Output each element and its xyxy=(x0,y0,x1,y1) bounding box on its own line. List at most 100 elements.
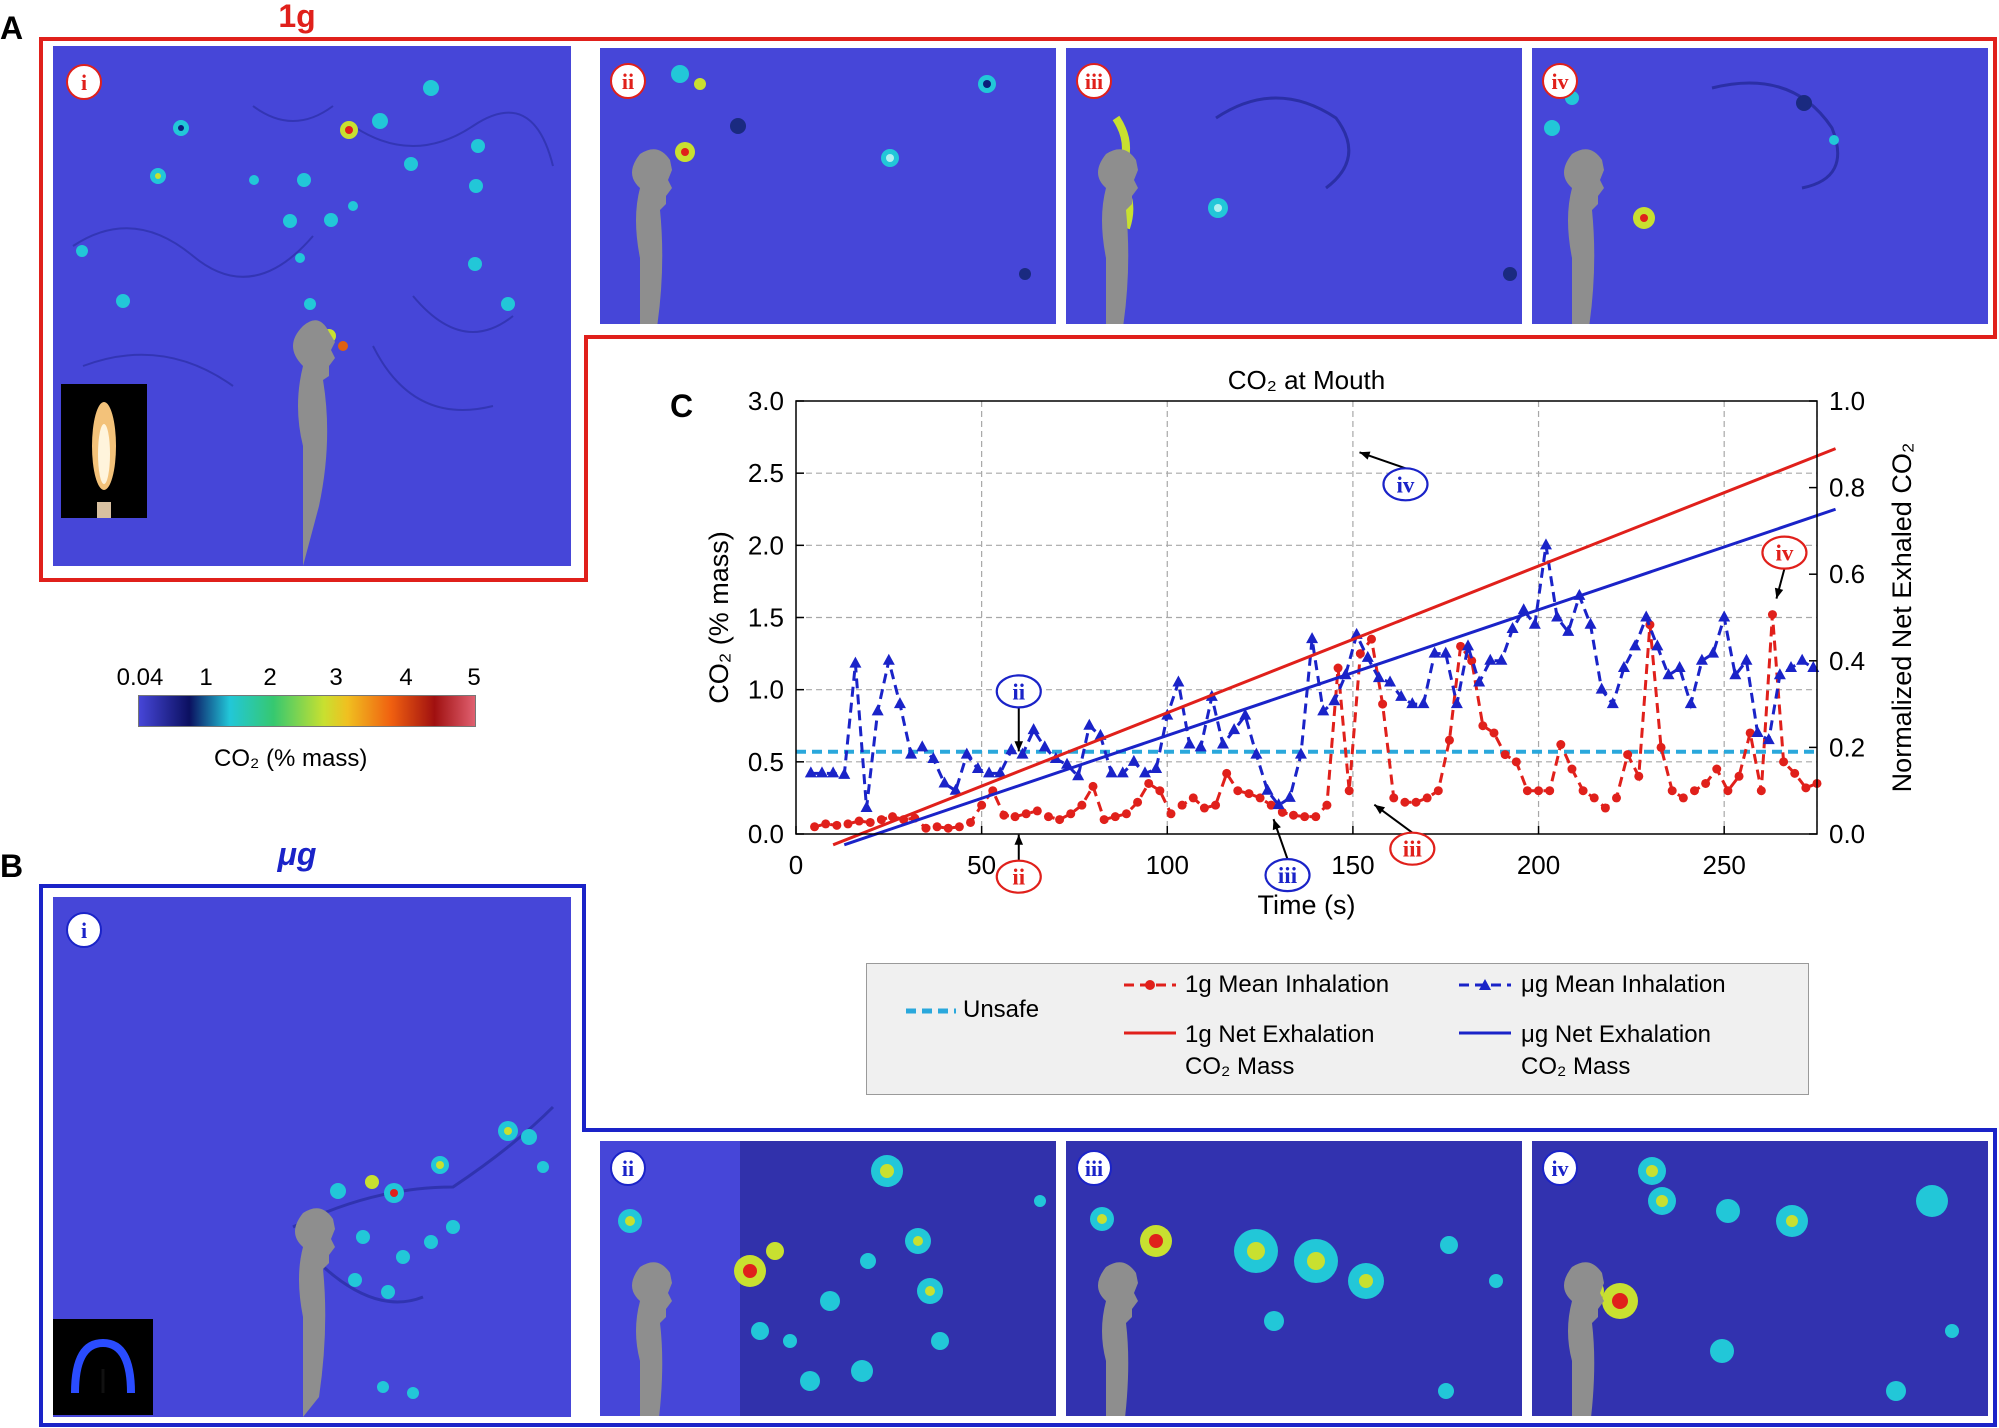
candle-flame-1g xyxy=(61,384,147,518)
y2-tick-label: 0.6 xyxy=(1829,559,1865,589)
panel-letter-a: A xyxy=(0,10,24,46)
legend-1g-inhale-label: 1g Mean Inhalation xyxy=(1185,971,1390,998)
data-point xyxy=(1762,733,1775,745)
data-point xyxy=(1005,743,1018,755)
data-point xyxy=(1366,634,1376,644)
data-point xyxy=(1294,747,1307,759)
data-point xyxy=(1595,682,1608,694)
data-point xyxy=(1233,786,1243,796)
annotation-badge xyxy=(995,674,1042,709)
annotation-label: ii xyxy=(1012,679,1025,704)
data-point xyxy=(1250,747,1263,759)
series-layer xyxy=(804,447,1837,847)
data-point xyxy=(1188,793,1198,803)
annotation-iii: iii xyxy=(1373,803,1436,866)
data-point xyxy=(1183,737,1196,749)
y-tick-label: 2.0 xyxy=(748,530,784,560)
annotation-arrowhead xyxy=(1374,804,1386,815)
annotation-arrowhead xyxy=(1359,451,1371,460)
data-point xyxy=(1244,789,1254,799)
data-point xyxy=(1545,786,1555,796)
data-point xyxy=(876,815,886,825)
data-point xyxy=(1528,617,1541,629)
series-1 xyxy=(804,538,1820,813)
data-point xyxy=(1099,815,1109,825)
data-point xyxy=(871,704,884,716)
data-point xyxy=(1656,742,1666,752)
data-point xyxy=(1032,806,1042,816)
data-point xyxy=(1562,624,1575,636)
x-tick-label: 150 xyxy=(1331,850,1374,880)
annotation-badge xyxy=(995,859,1042,894)
legend-1g-inhale-swatch xyxy=(1124,980,1176,990)
legend-ug-inhale-label: μg Mean Inhalation xyxy=(1521,971,1726,998)
data-point xyxy=(1729,668,1742,680)
legend-1g-exhale-label-b: CO₂ Mass xyxy=(1185,1053,1295,1080)
data-point xyxy=(1272,798,1285,810)
data-point xyxy=(1606,697,1619,709)
data-point xyxy=(1467,656,1477,666)
data-point xyxy=(1110,812,1120,822)
series-line xyxy=(832,447,1837,847)
data-point xyxy=(1172,675,1185,687)
sim-1g-iv xyxy=(1532,48,1988,324)
legend-1g-exhale-label-a: 1g Net Exhalation xyxy=(1185,1021,1375,1048)
chart-legend: Unsafe 1g Mean Inhalation 1g Net Exhalat… xyxy=(866,963,1809,1095)
data-point xyxy=(1133,797,1143,807)
data-point xyxy=(893,697,906,709)
badge-ug-iv: iv xyxy=(1542,1150,1578,1186)
data-point xyxy=(943,823,953,833)
y-tick-label: 0.0 xyxy=(748,819,784,849)
data-point xyxy=(1489,728,1499,738)
data-point xyxy=(1150,762,1163,774)
badge-1g-iv: iv xyxy=(1542,63,1578,99)
y2-tick-label: 0.2 xyxy=(1829,732,1865,762)
data-point xyxy=(1088,781,1098,791)
badge-ug-ii: ii xyxy=(610,1150,646,1186)
data-point xyxy=(1511,757,1521,767)
data-point xyxy=(1333,663,1343,673)
frame-ug xyxy=(39,884,1997,1427)
data-point xyxy=(1506,622,1519,634)
annotation-iii: iii xyxy=(1264,818,1311,893)
data-point xyxy=(1712,764,1722,774)
data-point xyxy=(1311,812,1321,822)
frame-label-ug: μg xyxy=(277,836,317,872)
x-tick-label: 50 xyxy=(967,850,996,880)
sim-ug-iv xyxy=(1532,1141,1988,1416)
frame-1g xyxy=(39,37,1997,582)
data-point xyxy=(1083,718,1096,730)
series-2 xyxy=(832,447,1837,847)
data-point xyxy=(1678,793,1688,803)
panel-letter-b: B xyxy=(0,848,24,884)
legend-unsafe-label: Unsafe xyxy=(963,996,1040,1023)
data-point xyxy=(1428,646,1441,658)
data-point xyxy=(1718,610,1731,622)
data-point xyxy=(1756,786,1766,796)
data-point xyxy=(1450,697,1463,709)
data-point xyxy=(1194,740,1207,752)
x-axis-label: Time (s) xyxy=(1258,890,1356,920)
annotation-badge xyxy=(1382,467,1429,502)
y2-axis-label: Normalized Net Exhaled CO₂ xyxy=(1887,443,1917,793)
data-point xyxy=(1283,790,1296,802)
data-point xyxy=(1199,803,1209,813)
data-point xyxy=(1617,661,1630,673)
data-point xyxy=(849,656,862,668)
data-point xyxy=(1662,668,1675,680)
data-point xyxy=(1478,721,1488,731)
data-point xyxy=(1372,671,1385,683)
data-point xyxy=(1539,538,1552,550)
data-point xyxy=(916,740,929,752)
data-point xyxy=(1222,768,1232,778)
data-point xyxy=(1695,653,1708,665)
data-point xyxy=(1790,768,1800,778)
data-point xyxy=(1077,800,1087,810)
data-point xyxy=(1317,704,1330,716)
data-point xyxy=(1306,632,1319,644)
data-point xyxy=(860,801,873,813)
sim-ug-iii xyxy=(1066,1141,1522,1416)
colorbar-label: CO₂ (% mass) xyxy=(214,745,368,772)
colorbar-tick-0: 0.04 xyxy=(116,664,164,691)
series-line xyxy=(810,545,1815,809)
